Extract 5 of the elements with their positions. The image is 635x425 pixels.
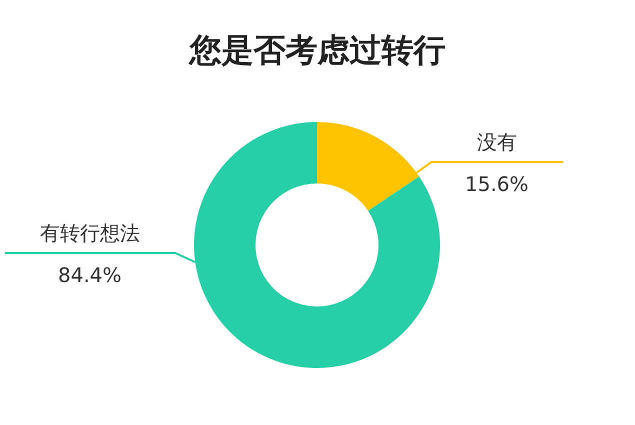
chart-title: 您是否考虑过转行: [188, 31, 446, 70]
data-label: 84.4%: [58, 263, 122, 287]
slice-label: 有转行想法: [40, 221, 140, 245]
slice-label: 没有: [477, 130, 517, 154]
data-label: 15.6%: [465, 172, 529, 196]
